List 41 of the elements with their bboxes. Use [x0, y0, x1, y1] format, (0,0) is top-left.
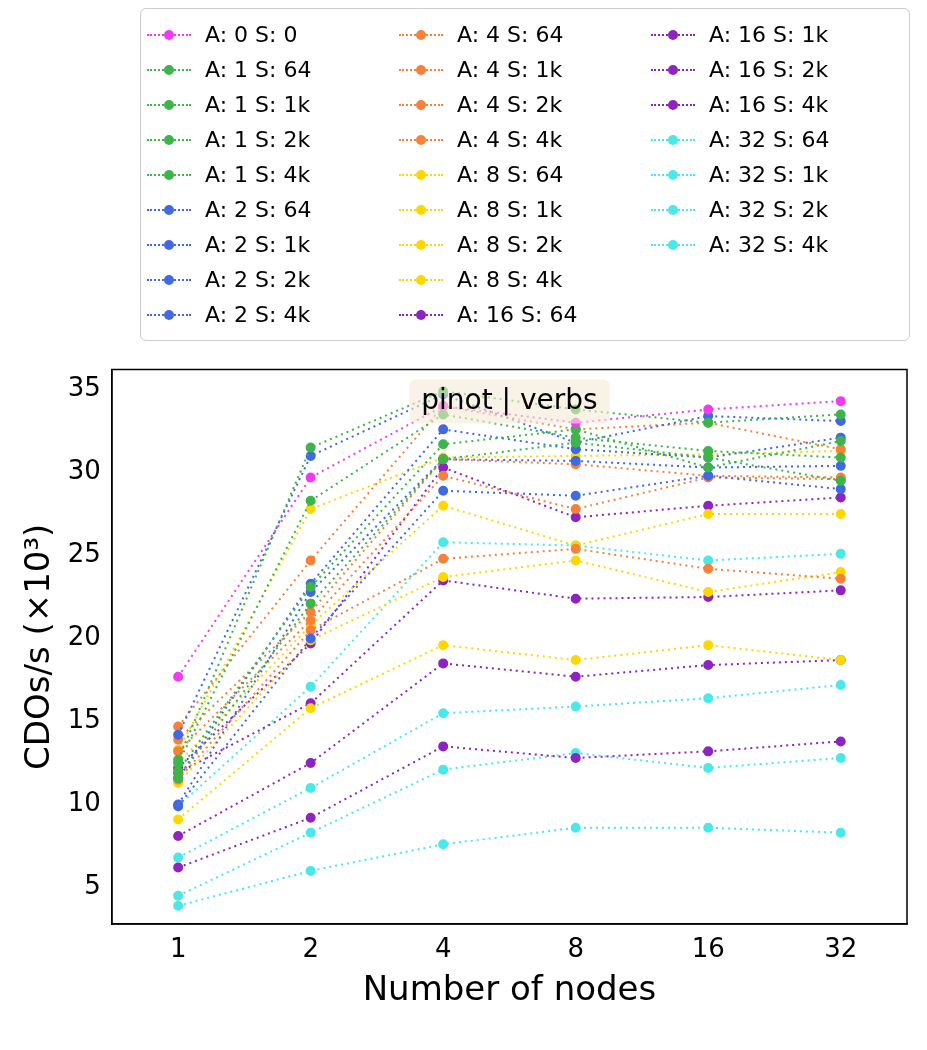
legend-label: A: 16 S: 64 — [457, 302, 578, 327]
legend-label: A: 1 S: 1k — [205, 92, 311, 117]
legend-label: A: 32 S: 1k — [709, 162, 829, 187]
legend-label: A: 16 S: 2k — [709, 57, 829, 82]
y-tick-label: 20 — [67, 621, 101, 652]
x-tick-label: 16 — [691, 933, 725, 964]
legend-label: A: 8 S: 64 — [457, 162, 564, 187]
legend-label: A: 16 S: 4k — [709, 92, 829, 117]
y-axis-title: CDOs/s (×10³) — [17, 523, 58, 770]
x-tick-label: 32 — [824, 933, 858, 964]
legend-label: A: 8 S: 4k — [457, 267, 563, 292]
legend-label: A: 4 S: 2k — [457, 92, 563, 117]
legend-label: A: 2 S: 4k — [205, 302, 311, 327]
y-tick-label: 15 — [67, 704, 101, 735]
legend-label: A: 32 S: 2k — [709, 197, 829, 222]
legend-label: A: 4 S: 64 — [457, 22, 564, 47]
x-tick-label: 8 — [567, 933, 584, 964]
legend-label: A: 16 S: 1k — [709, 22, 829, 47]
legend-label: A: 1 S: 2k — [205, 127, 311, 152]
legend-label: A: 4 S: 1k — [457, 57, 563, 82]
legend-label: A: 1 S: 64 — [205, 57, 312, 82]
y-tick-label: 25 — [67, 538, 101, 569]
legend-label: A: 32 S: 4k — [709, 232, 829, 257]
legend-label: A: 2 S: 64 — [205, 197, 312, 222]
y-tick-label: 10 — [67, 787, 101, 818]
legend-label: A: 8 S: 2k — [457, 232, 563, 257]
legend-label: A: 2 S: 2k — [205, 267, 311, 292]
legend-label: A: 32 S: 64 — [709, 127, 830, 152]
text: pinot | verbs — [421, 382, 598, 416]
y-tick-label: 30 — [67, 455, 101, 486]
legend-label: A: 0 S: 0 — [205, 22, 298, 47]
y-tick-label: 5 — [84, 870, 101, 901]
x-tick-label: 1 — [169, 933, 187, 964]
x-tick-label: 4 — [434, 933, 452, 964]
legend-label: A: 1 S: 4k — [205, 162, 311, 187]
legend-label: A: 8 S: 1k — [457, 197, 563, 222]
legend-label: A: 2 S: 1k — [205, 232, 311, 257]
x-tick-label: 2 — [302, 933, 319, 964]
y-tick-label: 35 — [67, 372, 101, 403]
legend-label: A: 4 S: 4k — [457, 127, 563, 152]
x-axis-title: Number of nodes — [362, 968, 657, 1009]
